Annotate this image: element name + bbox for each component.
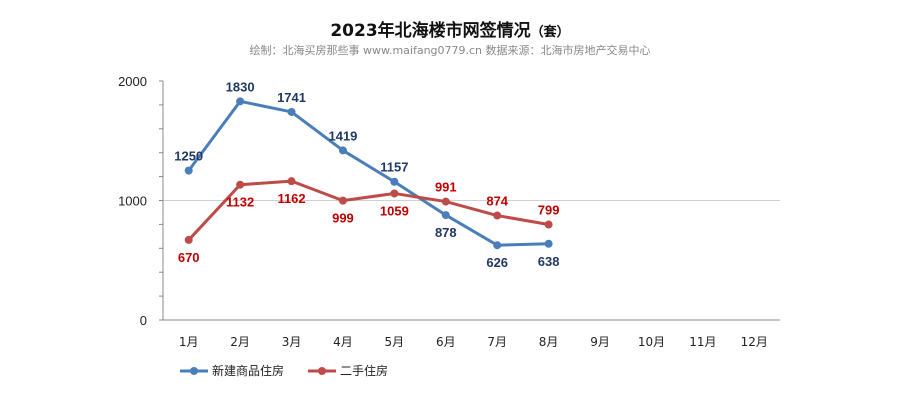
x-tick-label: 3月 <box>282 335 302 349</box>
data-point <box>493 211 502 220</box>
data-point <box>338 146 347 155</box>
x-tick-label: 2月 <box>230 335 250 349</box>
x-tick-label: 12月 <box>741 335 768 349</box>
data-point <box>236 180 245 189</box>
data-point <box>390 189 399 198</box>
title-text: 2023年北海楼市网签情况 <box>330 21 531 41</box>
data-label: 1419 <box>328 128 357 143</box>
data-point <box>544 239 553 248</box>
y-tick-label: 0 <box>140 313 147 328</box>
data-label: 1250 <box>174 149 203 164</box>
y-tick-label: 2000 <box>118 74 147 89</box>
x-tick-label: 1月 <box>179 335 199 349</box>
data-label: 799 <box>538 203 560 218</box>
data-label: 1830 <box>226 79 255 94</box>
data-label: 1162 <box>277 191 305 206</box>
data-point <box>493 241 502 250</box>
data-point <box>441 211 450 220</box>
data-point <box>184 235 193 244</box>
legend-marker <box>308 366 337 375</box>
data-point <box>287 107 296 116</box>
x-tick-label: 11月 <box>689 335 716 349</box>
data-label: 1157 <box>380 160 408 175</box>
legend-label: 二手住房 <box>340 364 389 378</box>
legend-item: 二手住房 <box>308 362 388 379</box>
data-point <box>390 177 399 186</box>
legend-item: 新建商品住房 <box>180 362 284 379</box>
x-tick-label: 10月 <box>638 335 665 349</box>
x-tick-label: 7月 <box>487 335 507 349</box>
title-unit: （套） <box>530 25 570 40</box>
series-line <box>187 99 549 247</box>
data-label: 1132 <box>226 195 254 210</box>
data-point <box>287 177 296 186</box>
data-label: 670 <box>178 250 200 265</box>
data-point <box>338 196 347 205</box>
data-label: 1059 <box>380 203 409 218</box>
data-label: 991 <box>435 180 457 195</box>
data-label: 999 <box>332 211 354 226</box>
data-point <box>544 220 553 229</box>
data-point <box>236 97 245 106</box>
data-point <box>184 166 193 175</box>
data-label: 638 <box>538 254 560 269</box>
data-point <box>441 197 450 206</box>
x-tick-label: 4月 <box>333 335 353 349</box>
chart-subtitle: 绘制：北海买房那些事 www.maifang0779.cn 数据来源：北海市房地… <box>249 44 651 57</box>
x-tick-label: 8月 <box>539 335 559 349</box>
y-tick-label: 1000 <box>118 194 147 209</box>
x-tick-label: 5月 <box>385 335 405 349</box>
legend: 新建商品住房 二手住房 <box>180 362 388 379</box>
legend-label: 新建商品住房 <box>212 364 285 378</box>
data-label: 1741 <box>277 90 306 105</box>
x-tick-label: 9月 <box>590 335 610 349</box>
chart-title: 2023年北海楼市网签情况（套） <box>0 16 900 41</box>
x-tick-label: 6月 <box>436 335 456 349</box>
series-line <box>187 179 549 241</box>
data-label: 878 <box>435 225 457 240</box>
data-label: 874 <box>486 194 508 209</box>
data-label: 626 <box>486 255 508 270</box>
legend-marker <box>180 366 208 375</box>
